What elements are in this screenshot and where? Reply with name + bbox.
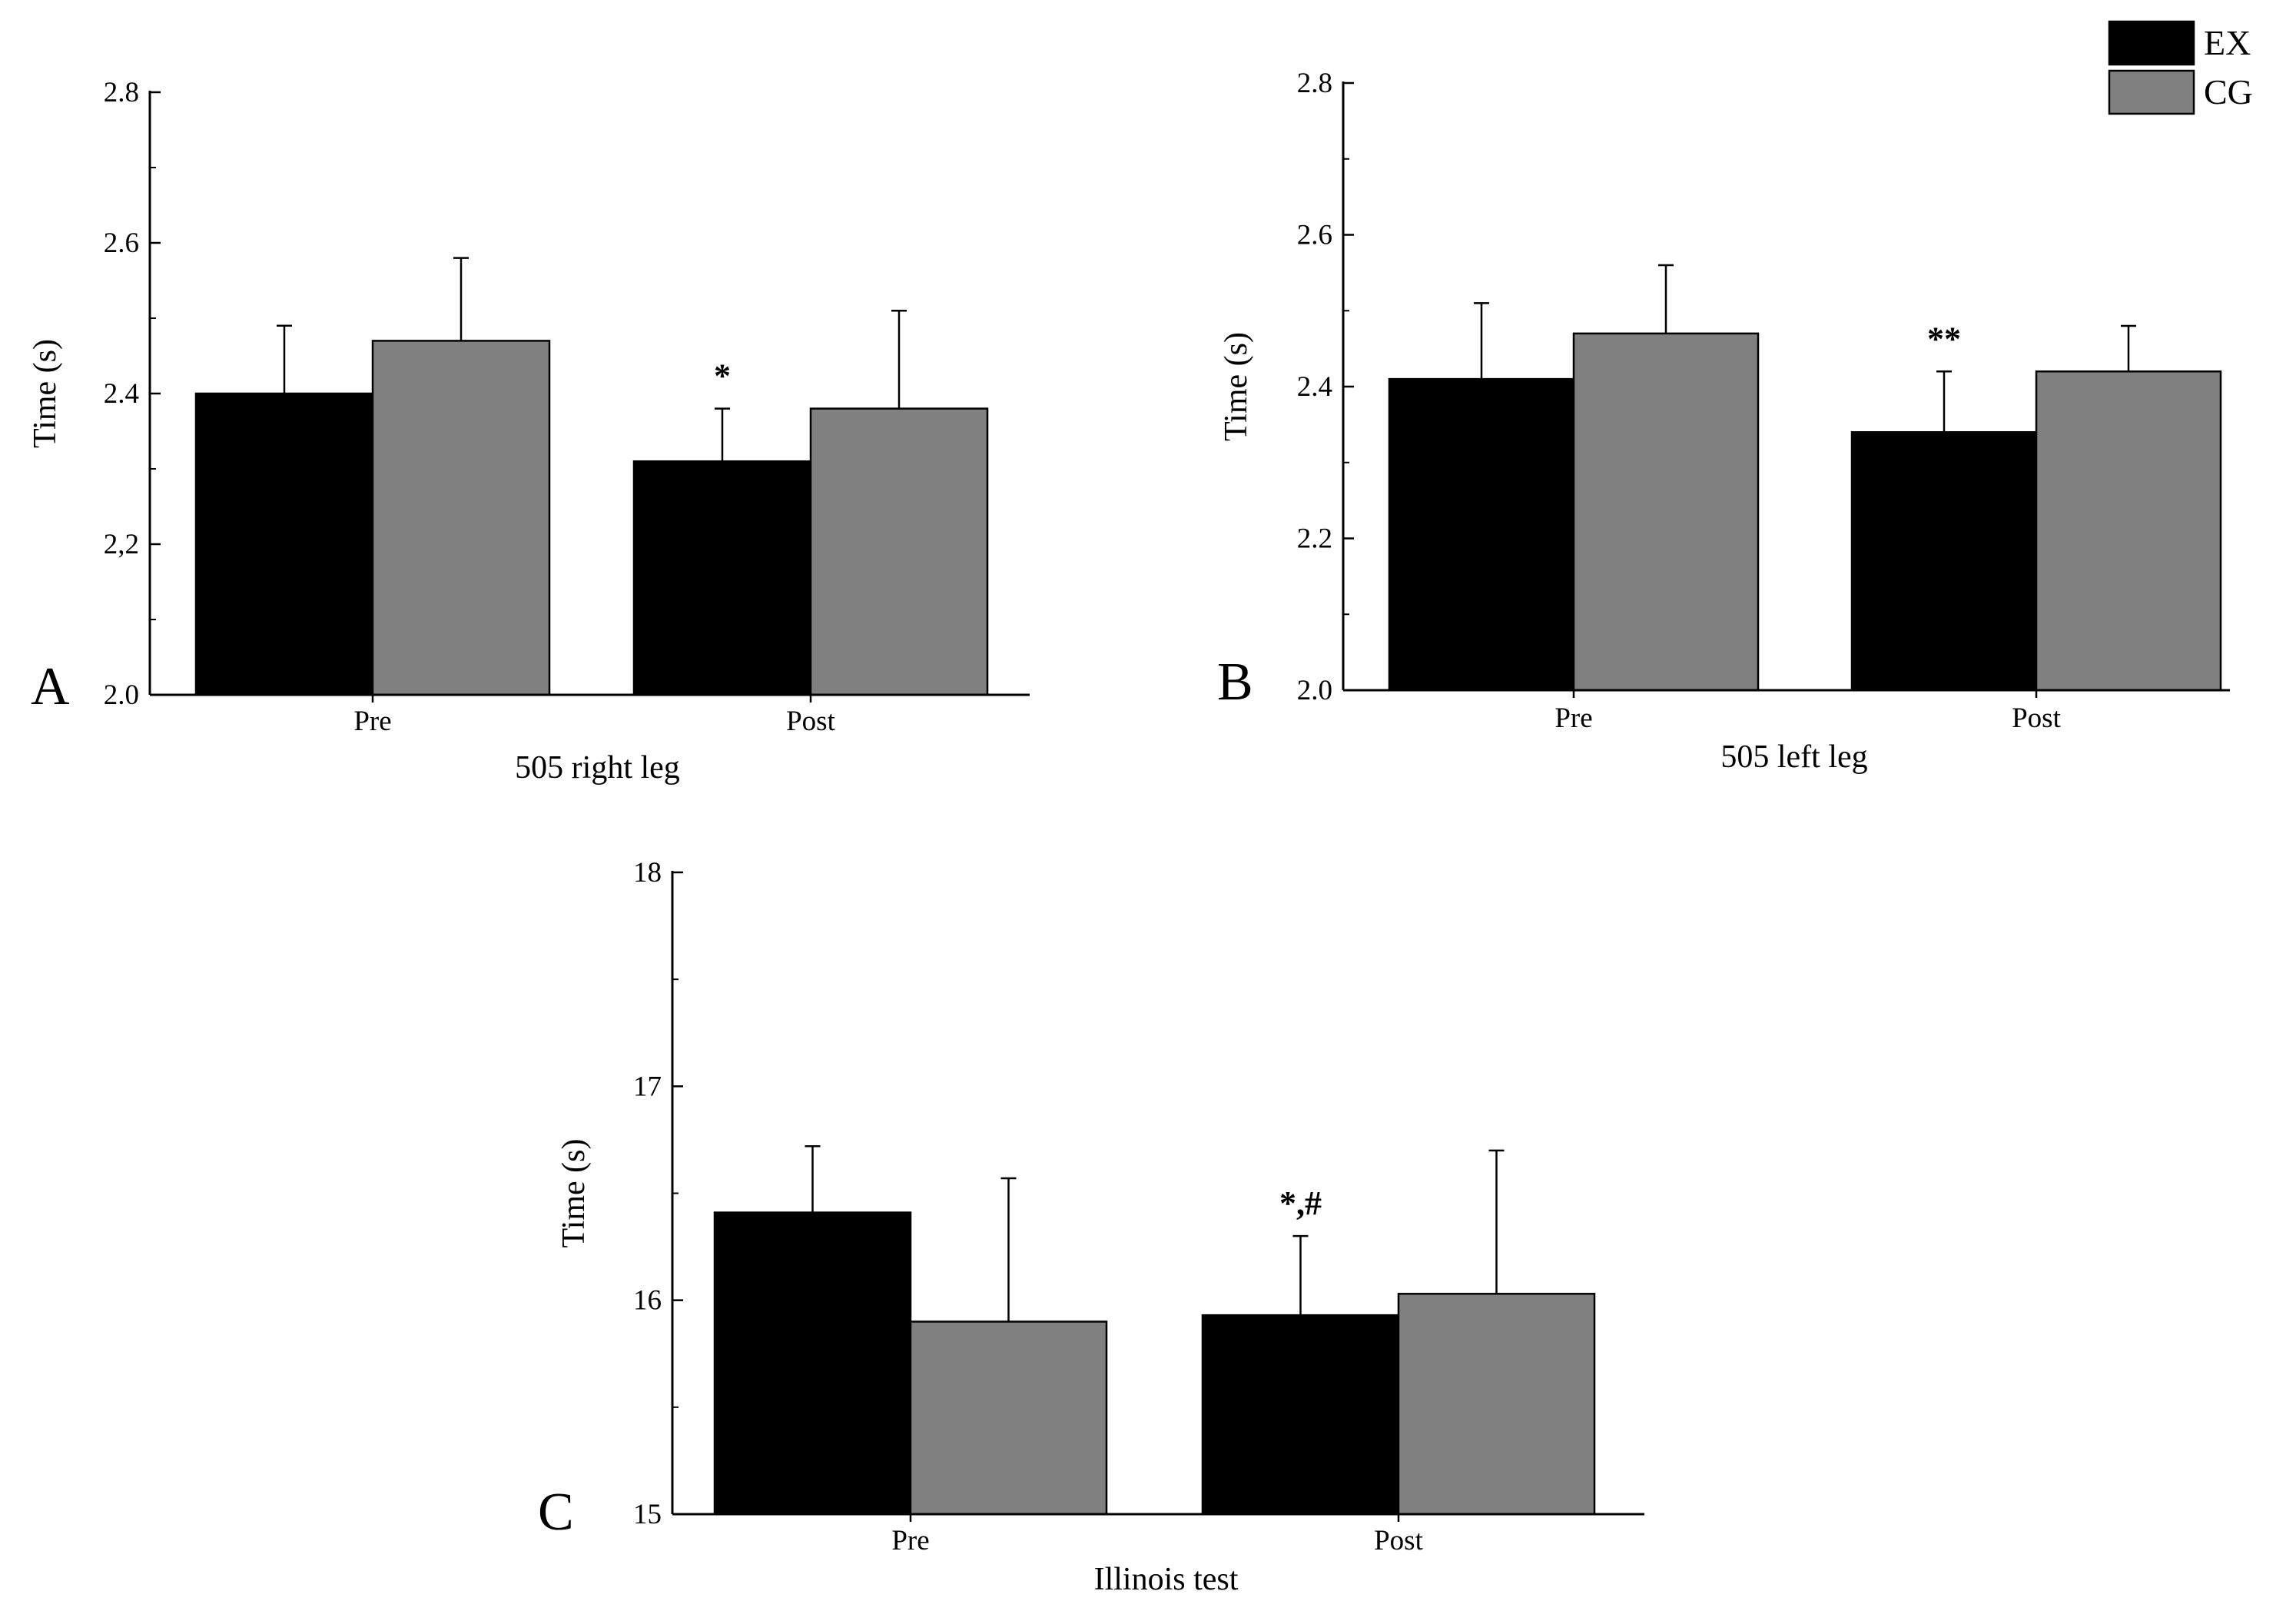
- x-axis-title: 505 left leg: [1720, 739, 1867, 775]
- y-tick-label: 18: [633, 857, 662, 889]
- legend-label-cg: CG: [2204, 72, 2253, 111]
- y-tick-label: 2.8: [104, 77, 139, 108]
- chart-panel-c: 15 16 17 18 Pre Post Illinois test Time (s) C *,#: [538, 857, 1644, 1597]
- bar-cg-pre: [909, 1320, 1108, 1516]
- bar-cg-post: [1397, 1293, 1596, 1516]
- y-axis-title: Time (s): [1219, 332, 1254, 441]
- x-tick-label-pre: Pre: [353, 706, 391, 737]
- x-axis-title: 505 right leg: [515, 750, 680, 786]
- bar-ex-pre: [194, 392, 374, 696]
- y-axis-title: Time (s): [556, 1139, 592, 1248]
- panel-letter: A: [31, 657, 70, 716]
- y-tick-label: 2.8: [1297, 68, 1332, 99]
- x-axis-title: Illinois test: [1094, 1562, 1239, 1597]
- chart-panel-a: 2.0 2,2 2.4 2.6 2.8 Pre Post 505 right leg Time …: [28, 77, 1030, 786]
- y-tick-label: 2.4: [1297, 371, 1332, 403]
- bar-ex-post: [1850, 431, 2038, 692]
- y-tick-label: 2.6: [1297, 220, 1332, 251]
- x-tick-label-post: Post: [786, 706, 835, 737]
- y-tick-label: 15: [633, 1499, 662, 1530]
- y-tick-label: 2.0: [104, 679, 139, 711]
- legend-swatch-cg: [2108, 69, 2195, 115]
- y-tick-label: 2.2: [1297, 523, 1332, 555]
- y-tick-label: 2.0: [1297, 675, 1332, 706]
- y-tick-label: 2.6: [104, 228, 139, 259]
- bar-cg-pre: [1572, 332, 1760, 692]
- legend-swatch-ex: [2108, 20, 2195, 66]
- bar-ex-post: [1201, 1314, 1400, 1516]
- x-tick-label-post: Post: [1374, 1525, 1423, 1556]
- legend-label-ex: EX: [2204, 23, 2251, 62]
- bar-cg-pre: [371, 340, 551, 696]
- chart-panel-b: 2.0 2.2 2.4 2.6 2.8 Pre Post 505 left leg Time (…: [1217, 68, 2230, 775]
- x-tick-label-pre: Pre: [891, 1525, 929, 1556]
- significance-marker: *: [714, 357, 731, 395]
- bar-ex-pre: [713, 1211, 912, 1516]
- panel-letter: B: [1217, 653, 1253, 712]
- legend: EX CG: [2108, 20, 2253, 115]
- panel-letter: C: [538, 1483, 574, 1542]
- bar-cg-post: [809, 407, 989, 696]
- significance-marker: **: [1927, 320, 1961, 357]
- y-tick-label: 17: [633, 1071, 662, 1102]
- bar-ex-post: [632, 460, 812, 696]
- x-tick-label-pre: Pre: [1554, 703, 1592, 734]
- y-tick-label: 2,2: [104, 529, 139, 560]
- bar-ex-pre: [1388, 377, 1575, 692]
- x-tick-label-post: Post: [2012, 703, 2061, 734]
- y-axis-title: Time (s): [28, 339, 63, 448]
- y-tick-label: 16: [633, 1285, 662, 1317]
- significance-marker: *,#: [1279, 1184, 1322, 1222]
- y-tick-label: 2.4: [104, 378, 139, 410]
- bar-cg-post: [2035, 370, 2222, 692]
- panels-layer: 2.0 2,2 2.4 2.6 2.8 Pre Post 505 right leg Time …: [28, 68, 2230, 1597]
